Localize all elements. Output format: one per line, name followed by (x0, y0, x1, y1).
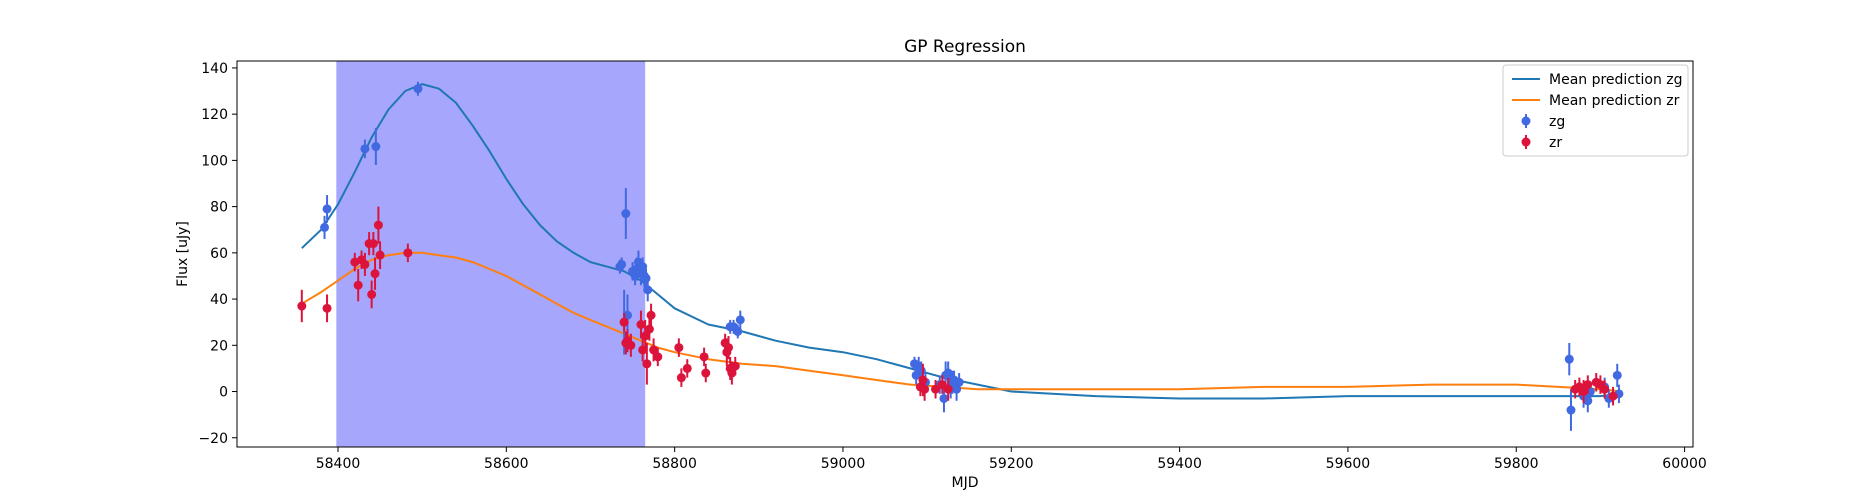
x-tick-label: 58800 (652, 456, 697, 472)
data-point (649, 345, 659, 355)
data-point (701, 368, 711, 378)
data-point (1579, 387, 1589, 397)
legend-label: Mean prediction zg (1549, 72, 1683, 88)
data-point (353, 280, 363, 290)
data-point (699, 352, 709, 362)
legend-entry: zg (1521, 114, 1565, 130)
data-point (931, 384, 941, 394)
x-tick-label: 59800 (1494, 456, 1539, 472)
series-zr (297, 206, 1618, 406)
y-tick-label: 140 (201, 61, 228, 77)
y-tick-label: 0 (219, 385, 228, 401)
x-axis-label: MJD (952, 475, 979, 491)
data-point (682, 363, 692, 373)
data-point (1608, 391, 1618, 401)
data-point (676, 373, 686, 383)
data-point (943, 384, 953, 394)
y-tick-label: 120 (201, 107, 228, 123)
data-point (368, 239, 378, 249)
legend-entry: Mean prediction zg (1512, 72, 1683, 88)
legend-label: Mean prediction zr (1549, 93, 1680, 109)
x-tick-label: 59200 (989, 456, 1034, 472)
data-point (322, 303, 332, 313)
data-point (918, 375, 928, 385)
data-point (403, 248, 413, 258)
legend-box (1502, 64, 1689, 157)
y-tick-label: 80 (210, 200, 228, 216)
data-point (322, 204, 332, 214)
series-line (301, 251, 1622, 393)
data-point (297, 301, 307, 311)
data-point (1566, 405, 1576, 415)
plot-area (236, 60, 1694, 448)
data-point (954, 377, 964, 387)
data-point (320, 222, 330, 232)
x-tick-label: 59600 (1326, 456, 1371, 472)
x-tick-label: 60000 (1662, 456, 1707, 472)
data-point (621, 209, 631, 219)
data-point (1583, 380, 1593, 390)
x-axis-ticks: 58400 58600 58800 59000 59200 59400 59600 59800… (316, 447, 1707, 472)
shaded-region (336, 61, 646, 447)
data-point (920, 384, 930, 394)
y-axis-label: Flux [uJy] (175, 221, 191, 287)
data-point (642, 359, 652, 369)
data-point (623, 310, 633, 320)
data-point (370, 269, 380, 279)
data-point (674, 343, 684, 353)
data-point (375, 250, 385, 260)
data-point (640, 331, 650, 341)
y-tick-label: −20 (198, 431, 228, 447)
data-point (643, 285, 653, 295)
x-tick-label: 58400 (316, 456, 361, 472)
legend: Mean prediction zg Mean prediction zr zg zr (1502, 64, 1689, 157)
data-point (367, 289, 377, 299)
y-tick-label: 20 (210, 338, 228, 354)
data-point (733, 326, 743, 336)
data-point (371, 142, 381, 152)
data-point (644, 324, 654, 334)
legend-entry: Mean prediction zr (1512, 93, 1680, 109)
data-point (641, 273, 651, 283)
data-point (619, 317, 629, 327)
legend-label: zr (1549, 135, 1562, 151)
data-point (373, 220, 383, 230)
x-tick-label: 58600 (484, 456, 529, 472)
legend-label: zg (1549, 114, 1565, 130)
data-point (360, 144, 370, 154)
data-point (943, 368, 953, 378)
data-point (735, 315, 745, 325)
data-point (626, 340, 636, 350)
data-point (636, 319, 646, 329)
data-point (1600, 384, 1610, 394)
chart-title: GP Regression (904, 37, 1026, 57)
x-tick-label: 59000 (821, 456, 866, 472)
data-point (1564, 354, 1574, 364)
data-point (360, 259, 370, 269)
series-layer (297, 81, 1624, 431)
data-point (916, 366, 926, 376)
data-point (939, 393, 949, 403)
data-point (727, 368, 737, 378)
data-point (413, 84, 423, 94)
y-tick-label: 100 (201, 153, 228, 169)
x-tick-label: 59400 (1157, 456, 1202, 472)
legend-entry: zr (1521, 135, 1562, 151)
data-point (646, 310, 656, 320)
axes-frame (236, 60, 1694, 448)
y-axis-ticks: −20 0 20 40 60 80 100 120 140 (198, 61, 237, 447)
data-point (724, 343, 734, 353)
y-tick-label: 60 (210, 246, 228, 262)
legend-swatch-marker (1521, 137, 1531, 147)
data-point (653, 352, 663, 362)
series-mean-prediction-zr (301, 251, 1622, 393)
y-tick-label: 40 (210, 292, 228, 308)
data-point (617, 259, 627, 269)
data-point (730, 361, 740, 371)
legend-swatch-marker (1521, 116, 1531, 126)
data-point (1612, 370, 1622, 380)
